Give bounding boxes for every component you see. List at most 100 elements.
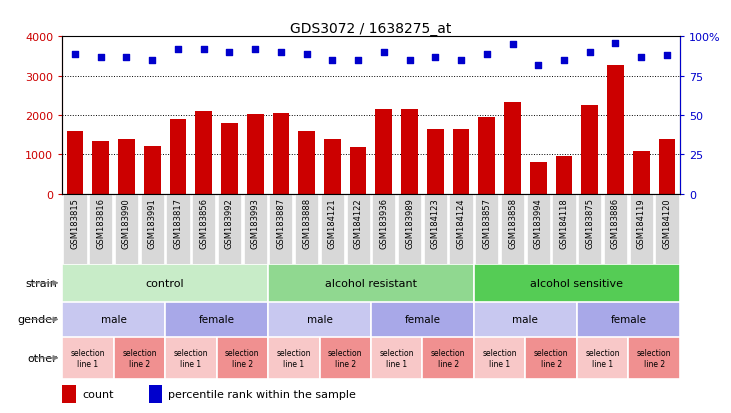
- Text: male: male: [512, 315, 538, 325]
- Text: GSM184123: GSM184123: [431, 198, 440, 249]
- FancyBboxPatch shape: [115, 195, 138, 264]
- Point: [584, 50, 596, 56]
- Text: GSM183990: GSM183990: [122, 198, 131, 249]
- Bar: [268, 302, 371, 337]
- Bar: [113, 337, 165, 379]
- Text: selection
line 2: selection line 2: [122, 348, 156, 368]
- FancyBboxPatch shape: [656, 195, 678, 264]
- Text: percentile rank within the sample: percentile rank within the sample: [168, 389, 356, 399]
- Point: [300, 51, 312, 58]
- Bar: [371, 302, 474, 337]
- Point: [455, 57, 467, 64]
- Text: GSM184120: GSM184120: [662, 198, 672, 248]
- FancyBboxPatch shape: [243, 195, 267, 264]
- Text: selection
line 1: selection line 1: [482, 348, 517, 368]
- Text: GSM183816: GSM183816: [96, 198, 105, 249]
- FancyBboxPatch shape: [64, 195, 86, 264]
- Point: [558, 57, 570, 64]
- Bar: [268, 264, 474, 302]
- Text: GSM183887: GSM183887: [276, 198, 285, 249]
- Point: [224, 50, 235, 56]
- Text: selection
line 2: selection line 2: [225, 348, 260, 368]
- FancyBboxPatch shape: [372, 195, 395, 264]
- Text: GSM183994: GSM183994: [534, 198, 543, 249]
- Point: [95, 54, 107, 61]
- Text: GSM184119: GSM184119: [637, 198, 645, 248]
- Bar: [581, 106, 598, 195]
- Text: selection
line 2: selection line 2: [534, 348, 569, 368]
- Text: GSM183875: GSM183875: [586, 198, 594, 249]
- Text: GSM184121: GSM184121: [328, 198, 337, 248]
- Text: selection
line 2: selection line 2: [431, 348, 466, 368]
- FancyBboxPatch shape: [269, 195, 292, 264]
- Text: count: count: [82, 389, 113, 399]
- Point: [249, 46, 261, 53]
- Point: [532, 62, 544, 69]
- FancyBboxPatch shape: [553, 195, 575, 264]
- Bar: [144, 147, 161, 195]
- Text: female: female: [199, 315, 235, 325]
- Bar: [452, 130, 469, 195]
- FancyBboxPatch shape: [167, 195, 189, 264]
- Text: selection
line 1: selection line 1: [379, 348, 414, 368]
- Bar: [349, 147, 366, 195]
- Text: GSM183858: GSM183858: [508, 198, 517, 249]
- Text: male: male: [101, 315, 126, 325]
- Bar: [62, 264, 268, 302]
- Bar: [62, 385, 76, 403]
- Point: [146, 57, 158, 64]
- Text: male: male: [306, 315, 333, 325]
- Point: [610, 40, 621, 47]
- FancyBboxPatch shape: [604, 195, 627, 264]
- Text: alcohol resistant: alcohol resistant: [325, 278, 417, 288]
- Bar: [633, 151, 650, 195]
- Bar: [247, 115, 264, 195]
- Text: alcohol sensitive: alcohol sensitive: [531, 278, 624, 288]
- Point: [378, 50, 390, 56]
- Text: GSM183992: GSM183992: [225, 198, 234, 249]
- Bar: [195, 112, 212, 195]
- Text: strain: strain: [26, 278, 57, 288]
- Text: selection
line 2: selection line 2: [328, 348, 363, 368]
- Bar: [165, 302, 268, 337]
- Point: [69, 51, 81, 58]
- FancyBboxPatch shape: [140, 195, 164, 264]
- Bar: [659, 140, 675, 195]
- Bar: [577, 302, 680, 337]
- Point: [635, 54, 647, 61]
- FancyBboxPatch shape: [89, 195, 113, 264]
- Text: selection
line 2: selection line 2: [637, 348, 671, 368]
- Text: GSM184124: GSM184124: [457, 198, 466, 248]
- Point: [507, 42, 518, 48]
- Text: control: control: [145, 278, 184, 288]
- Point: [198, 46, 210, 53]
- FancyBboxPatch shape: [424, 195, 447, 264]
- Text: selection
line 1: selection line 1: [586, 348, 620, 368]
- Point: [121, 54, 132, 61]
- Bar: [221, 123, 238, 195]
- FancyBboxPatch shape: [629, 195, 653, 264]
- FancyBboxPatch shape: [218, 195, 241, 264]
- Text: GSM183989: GSM183989: [405, 198, 414, 249]
- Bar: [62, 302, 165, 337]
- Text: GSM184118: GSM184118: [559, 198, 569, 249]
- Point: [481, 51, 493, 58]
- Bar: [478, 118, 495, 195]
- FancyBboxPatch shape: [475, 195, 499, 264]
- Bar: [319, 337, 371, 379]
- Bar: [474, 337, 526, 379]
- Bar: [427, 130, 444, 195]
- Text: GSM183886: GSM183886: [611, 198, 620, 249]
- Bar: [273, 114, 289, 195]
- Point: [275, 50, 287, 56]
- Bar: [268, 337, 319, 379]
- Bar: [504, 103, 521, 195]
- Text: GSM183817: GSM183817: [173, 198, 183, 249]
- Bar: [474, 264, 680, 302]
- Bar: [530, 162, 547, 195]
- Text: GSM183815: GSM183815: [70, 198, 80, 249]
- Bar: [170, 120, 186, 195]
- Text: female: female: [610, 315, 646, 325]
- FancyBboxPatch shape: [295, 195, 318, 264]
- Text: other: other: [28, 353, 57, 363]
